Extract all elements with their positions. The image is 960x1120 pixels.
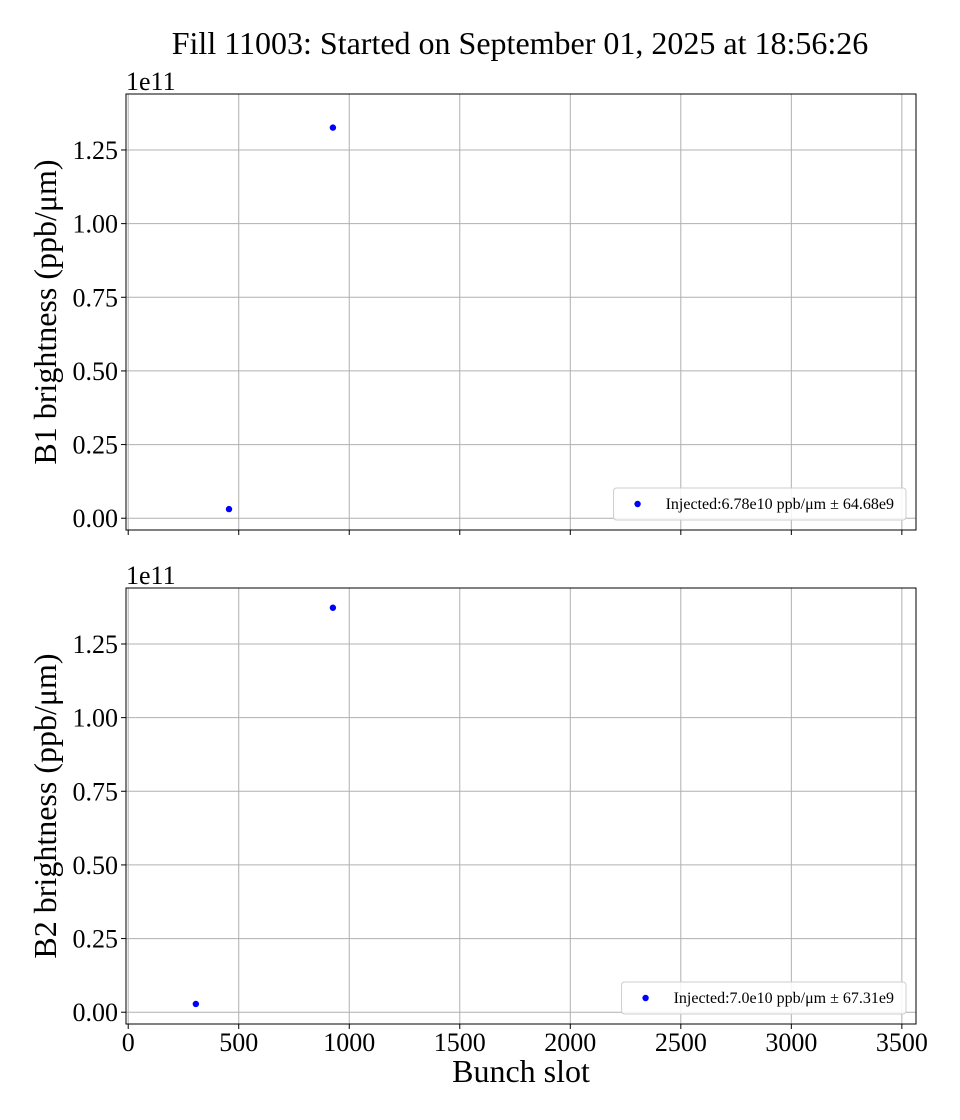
y-tick-label: 0.25 bbox=[73, 925, 119, 954]
legend-label: Injected:6.78e10 ppb/μm ± 64.68e9 bbox=[666, 496, 894, 513]
axes-frame bbox=[125, 93, 917, 531]
y-offset-label: 1e11 bbox=[126, 561, 176, 590]
y-offset-label: 1e11 bbox=[126, 67, 176, 96]
axes-frame bbox=[125, 587, 917, 1025]
legend: Injected:7.0e10 ppb/μm ± 67.31e9 bbox=[621, 981, 907, 1015]
legend-label: Injected:7.0e10 ppb/μm ± 67.31e9 bbox=[674, 990, 894, 1007]
legend-box bbox=[621, 981, 907, 1015]
x-tick-label: 2000 bbox=[544, 1028, 596, 1057]
y-tick-label: 1.00 bbox=[73, 704, 119, 733]
data-point bbox=[192, 1000, 200, 1008]
panel-2: 0 500 1000 1500 2000 2500 3000 3500 0.00 0.25 0.50… bbox=[27, 561, 928, 1089]
y-axis-label: B2 brightness (ppb/μm) bbox=[27, 653, 63, 958]
y-tick-label: 0.75 bbox=[73, 283, 119, 312]
x-tick-label: 3500 bbox=[876, 1028, 928, 1057]
y-tick-label: 1.25 bbox=[73, 630, 119, 659]
y-axis-label: B1 brightness (ppb/μm) bbox=[27, 159, 63, 464]
legend-marker bbox=[634, 500, 641, 508]
panel-1: 0.00 0.25 0.50 0.75 1.00 1.25 1e11 B1 brightnes… bbox=[27, 67, 917, 535]
x-tick-label: 3000 bbox=[765, 1028, 817, 1057]
x-tick-label: 1000 bbox=[323, 1028, 375, 1057]
data-point bbox=[225, 505, 233, 513]
figure-title: Fill 11003: Started on September 01, 202… bbox=[172, 25, 869, 61]
legend-box bbox=[613, 487, 907, 521]
x-tick-label: 0 bbox=[122, 1028, 135, 1057]
legend: Injected:6.78e10 ppb/μm ± 64.68e9 bbox=[613, 487, 907, 521]
y-tick-label: 0.00 bbox=[73, 998, 119, 1027]
x-tick-label: 2500 bbox=[655, 1028, 707, 1057]
legend-marker bbox=[642, 994, 649, 1002]
data-point bbox=[329, 604, 337, 611]
panels: 0.00 0.25 0.50 0.75 1.00 1.25 1e11 B1 brightnes… bbox=[27, 67, 928, 1089]
y-tick-label: 0.50 bbox=[73, 851, 119, 880]
y-tick-label: 1.00 bbox=[73, 210, 119, 239]
x-tick-label: 1500 bbox=[434, 1028, 486, 1057]
x-axis-label: Bunch slot bbox=[452, 1053, 590, 1089]
y-tick-label: 0.25 bbox=[73, 431, 119, 460]
x-tick-label: 500 bbox=[219, 1028, 258, 1057]
y-tick-label: 0.00 bbox=[73, 504, 119, 533]
data-point bbox=[329, 124, 337, 131]
y-tick-label: 1.25 bbox=[73, 136, 119, 165]
y-tick-label: 0.75 bbox=[73, 777, 119, 806]
y-tick-label: 0.50 bbox=[73, 357, 119, 386]
